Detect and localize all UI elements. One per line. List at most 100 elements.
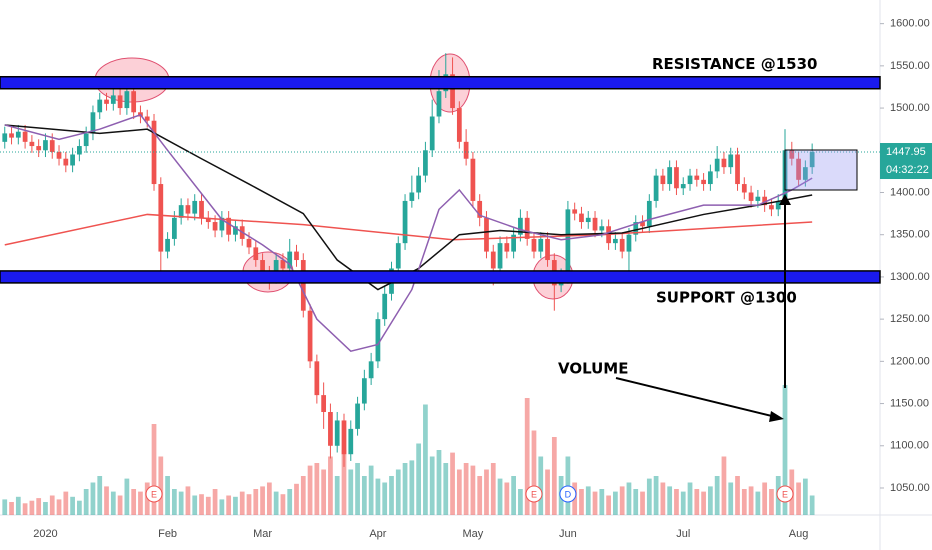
candle-body: [721, 158, 727, 168]
volume-bar: [701, 491, 706, 515]
candle-body: [504, 243, 510, 252]
candle-body: [15, 131, 21, 138]
candle-body: [789, 150, 795, 159]
candle-body: [640, 222, 645, 227]
volume-bar: [497, 478, 503, 515]
candle-body: [97, 99, 103, 113]
volume-bar: [389, 476, 394, 515]
volume-bar: [721, 456, 727, 515]
candle-body: [219, 217, 225, 231]
volume-bar: [545, 469, 550, 515]
event-marker: [145, 485, 163, 503]
volume-bar: [429, 456, 435, 515]
candle-body: [110, 95, 116, 104]
y-tick-label: 1500.00: [890, 102, 930, 114]
volume-bar: [368, 465, 374, 515]
candle-body: [694, 175, 700, 180]
volume-bar: [314, 463, 320, 515]
volume-bar: [280, 494, 286, 515]
candle-body: [714, 158, 720, 172]
candle-body: [29, 141, 35, 147]
candle-body: [585, 217, 591, 223]
candle-body: [667, 167, 673, 185]
volume-bar: [708, 486, 713, 515]
candle-body: [572, 209, 578, 214]
level-label: SUPPORT @1300: [656, 288, 797, 306]
candle-body: [233, 226, 238, 235]
candle-body: [735, 154, 740, 185]
x-tick-label: Feb: [158, 528, 177, 540]
candle-body: [565, 209, 571, 277]
up-arrow-head: [779, 194, 791, 205]
candle-body: [429, 116, 435, 151]
candle-body: [226, 217, 232, 235]
candle-body: [470, 158, 476, 201]
volume-bar: [226, 495, 232, 515]
volume-bar: [158, 456, 164, 515]
candle-body: [314, 361, 320, 396]
volume-bar: [131, 489, 137, 515]
candle-body: [531, 238, 537, 252]
candle-body: [287, 251, 293, 269]
candle-body: [171, 217, 177, 239]
volume-bar: [307, 465, 313, 515]
volume-bar: [599, 489, 605, 515]
candle-body: [708, 171, 713, 185]
candle-body: [796, 158, 801, 180]
volume-bar: [762, 482, 768, 515]
moving-average: [4, 113, 813, 353]
candle-body: [205, 217, 211, 223]
event-label: D: [565, 489, 572, 499]
volume-bar: [9, 502, 14, 515]
candle-body: [599, 226, 605, 231]
volume-bar: [769, 489, 774, 515]
volume-bar: [355, 463, 360, 515]
volume-bar: [294, 483, 299, 515]
event-marker: [525, 485, 543, 503]
candle-body: [117, 95, 123, 109]
volume-bar: [77, 500, 82, 515]
volume-bar: [456, 469, 462, 515]
y-tick-label: 1350.00: [890, 229, 930, 241]
x-tick-label: Jul: [676, 528, 690, 540]
candle-body: [361, 378, 367, 404]
candle-body: [151, 120, 157, 185]
candle-body: [741, 184, 747, 193]
volume-bar: [375, 478, 381, 515]
candle-body: [511, 234, 516, 252]
volume-bar: [524, 398, 530, 515]
volume-bars: [2, 385, 815, 515]
candle-body: [375, 319, 381, 362]
volume-bar: [646, 478, 652, 515]
y-tick-label: 1550.00: [890, 60, 930, 72]
volume-bar: [70, 496, 75, 515]
volume-bar: [260, 486, 265, 515]
candle-body: [701, 179, 706, 185]
volume-label: VOLUME: [558, 360, 628, 378]
volume-bar: [748, 486, 754, 515]
volume-bar: [110, 491, 116, 515]
volume-bar: [328, 456, 333, 515]
volume-bar: [809, 495, 815, 515]
candle-body: [328, 412, 333, 446]
volume-bar: [802, 478, 808, 515]
candle-body: [22, 131, 28, 142]
candle-body: [592, 217, 598, 231]
last-price-box: [880, 143, 932, 180]
volume-bar: [246, 494, 252, 515]
candle-body: [680, 184, 686, 189]
volume-bar: [796, 482, 801, 515]
volume-bar: [436, 450, 442, 515]
candle-body: [416, 175, 422, 193]
candle-body: [124, 91, 130, 109]
volume-bar: [239, 491, 245, 515]
volume-bar: [138, 491, 143, 515]
candle-body: [165, 238, 170, 252]
candle-body: [49, 140, 55, 152]
volume-bar: [735, 476, 740, 515]
volume-bar: [49, 495, 55, 515]
volume-bar: [205, 496, 211, 515]
volume-bar: [450, 452, 455, 515]
volume-bar: [416, 443, 422, 515]
